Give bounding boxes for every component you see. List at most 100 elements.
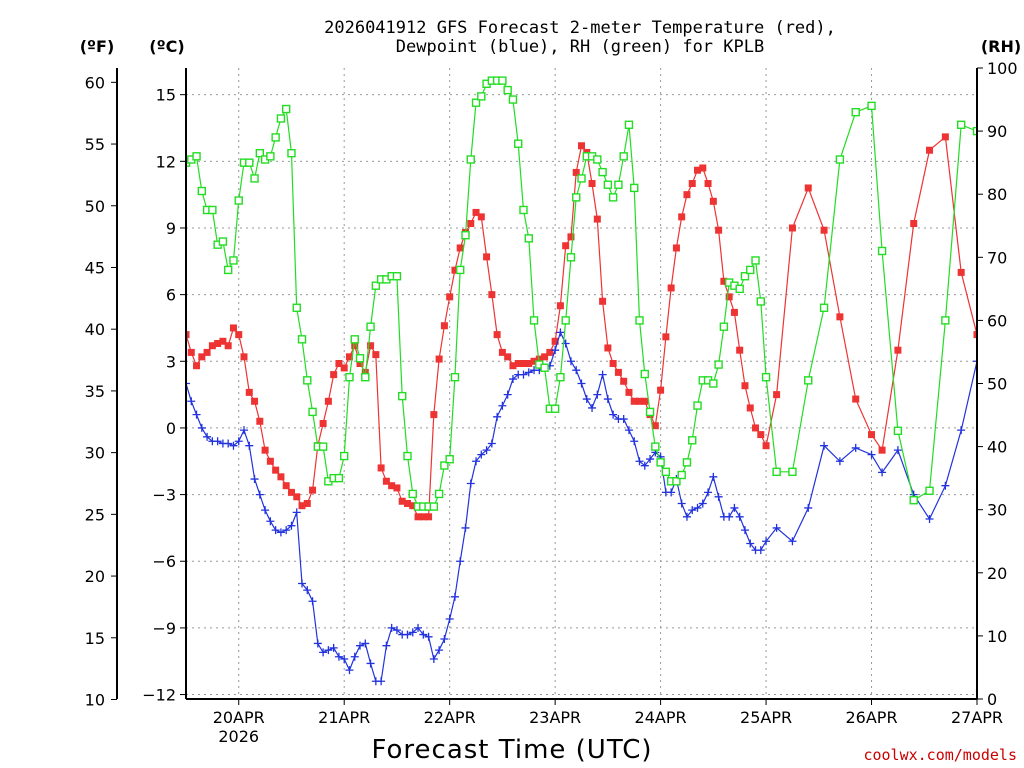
dewpoint-point [450, 592, 459, 601]
dewpoint-point [186, 379, 190, 388]
temperature-point [973, 331, 977, 339]
temperature-point [309, 486, 317, 494]
x-tick-label: 26APR [845, 708, 897, 727]
rh-point [909, 496, 918, 505]
dewpoint-point [350, 652, 359, 661]
temperature-point [604, 344, 612, 352]
rh-point [672, 477, 681, 486]
temperature-point [567, 233, 575, 241]
rh-point [456, 265, 465, 275]
dewpoint-point [941, 481, 950, 490]
temperature-point [393, 484, 401, 492]
dewpoint-point [329, 643, 338, 652]
temperature-point [588, 180, 596, 188]
dewpoint-point [524, 368, 533, 377]
temperature-point [641, 397, 649, 405]
rh-point [635, 316, 644, 325]
celsius-tick-label: 3 [166, 352, 176, 371]
credit-text: coolwx.com/models [863, 746, 1017, 764]
rh-point [503, 85, 512, 95]
rh-point [788, 467, 797, 477]
temperature-point [614, 368, 622, 376]
temperature-point [377, 464, 385, 472]
temperature-point [398, 497, 406, 505]
temperature-point [720, 277, 728, 285]
dewpoint-point [403, 630, 412, 639]
rh-point [218, 237, 228, 246]
rh-point [318, 442, 328, 451]
temperature-point [208, 342, 216, 350]
dewpoint-point [566, 357, 575, 366]
series-layer [186, 76, 977, 686]
temperature-point [282, 482, 290, 490]
temperature-point [240, 353, 248, 361]
rh-point [972, 126, 977, 136]
dewpoint-point [334, 652, 343, 661]
rh-point [714, 360, 723, 369]
x-tick-label: 27APR [951, 708, 1003, 727]
rh-point [266, 152, 275, 161]
rh-point [851, 107, 860, 117]
rh-tick-label: 30 [987, 501, 1007, 520]
rh-point [466, 155, 475, 164]
temperature-point [535, 355, 543, 363]
dewpoint-point [756, 546, 765, 555]
dewpoint-point [282, 526, 291, 535]
rh-point [893, 426, 903, 436]
temperature-point [245, 388, 253, 396]
celsius-tick-label: 9 [166, 219, 176, 238]
rh-point [677, 470, 686, 480]
temperature-point [662, 333, 670, 341]
temperature-point [699, 164, 707, 172]
x-tick-label: 22APR [424, 708, 476, 727]
dewpoint-point [493, 412, 502, 421]
celsius-tick-label: −6 [152, 552, 176, 571]
temperature-point [261, 446, 269, 454]
rh-point [593, 155, 602, 164]
dewpoint-point [572, 366, 581, 375]
rh-line [186, 79, 977, 508]
dewpoint-point [250, 475, 259, 484]
temperature-point [551, 337, 559, 345]
temperature-point [541, 353, 549, 361]
dewpoint-point [261, 506, 270, 515]
dewpoint-point [213, 437, 222, 446]
celsius-tick-label: 6 [166, 286, 176, 305]
x-tick-label: 21APR [318, 708, 370, 727]
temperature-point [926, 146, 934, 154]
temperature-point [235, 331, 243, 339]
rh-point [271, 133, 280, 142]
dewpoint-line [186, 330, 977, 682]
chart-title-line1: 2026041912 GFS Forecast 2-meter Temperat… [324, 18, 836, 38]
temperature-point [741, 382, 749, 390]
temperature-point [715, 226, 723, 234]
rh-point [403, 451, 412, 461]
temperature-point [757, 431, 765, 439]
rh-point [661, 467, 671, 477]
dewpoint-point [477, 450, 486, 459]
celsius-tick-label: −9 [152, 619, 176, 638]
temperature-point [509, 362, 517, 370]
dewpoint-point [957, 426, 966, 435]
dewpoint-point [377, 677, 386, 686]
rh-point [229, 256, 238, 265]
rh-tick-label: 70 [987, 248, 1007, 267]
rh-point [276, 114, 286, 123]
temperature-point [187, 348, 195, 356]
temperature-point [636, 397, 644, 405]
fahrenheit-tick-label: 60 [85, 73, 105, 92]
rh-point [608, 193, 618, 202]
rh-point [561, 316, 570, 325]
rh-point [598, 167, 607, 177]
unit-fahrenheit: (ºF) [80, 37, 115, 56]
fahrenheit-tick-label: 40 [85, 320, 105, 339]
dewpoint-point [240, 426, 249, 435]
temperature-point [351, 342, 359, 350]
dewpoint-point [229, 441, 238, 450]
dewpoint-point [835, 457, 844, 466]
temperature-point [651, 422, 659, 430]
axes: 20APR 21APR 22APR 23APR 24APR 25APR 26APR 27APR… [85, 59, 1018, 746]
temperature-point [467, 220, 475, 228]
rh-point [471, 98, 481, 107]
